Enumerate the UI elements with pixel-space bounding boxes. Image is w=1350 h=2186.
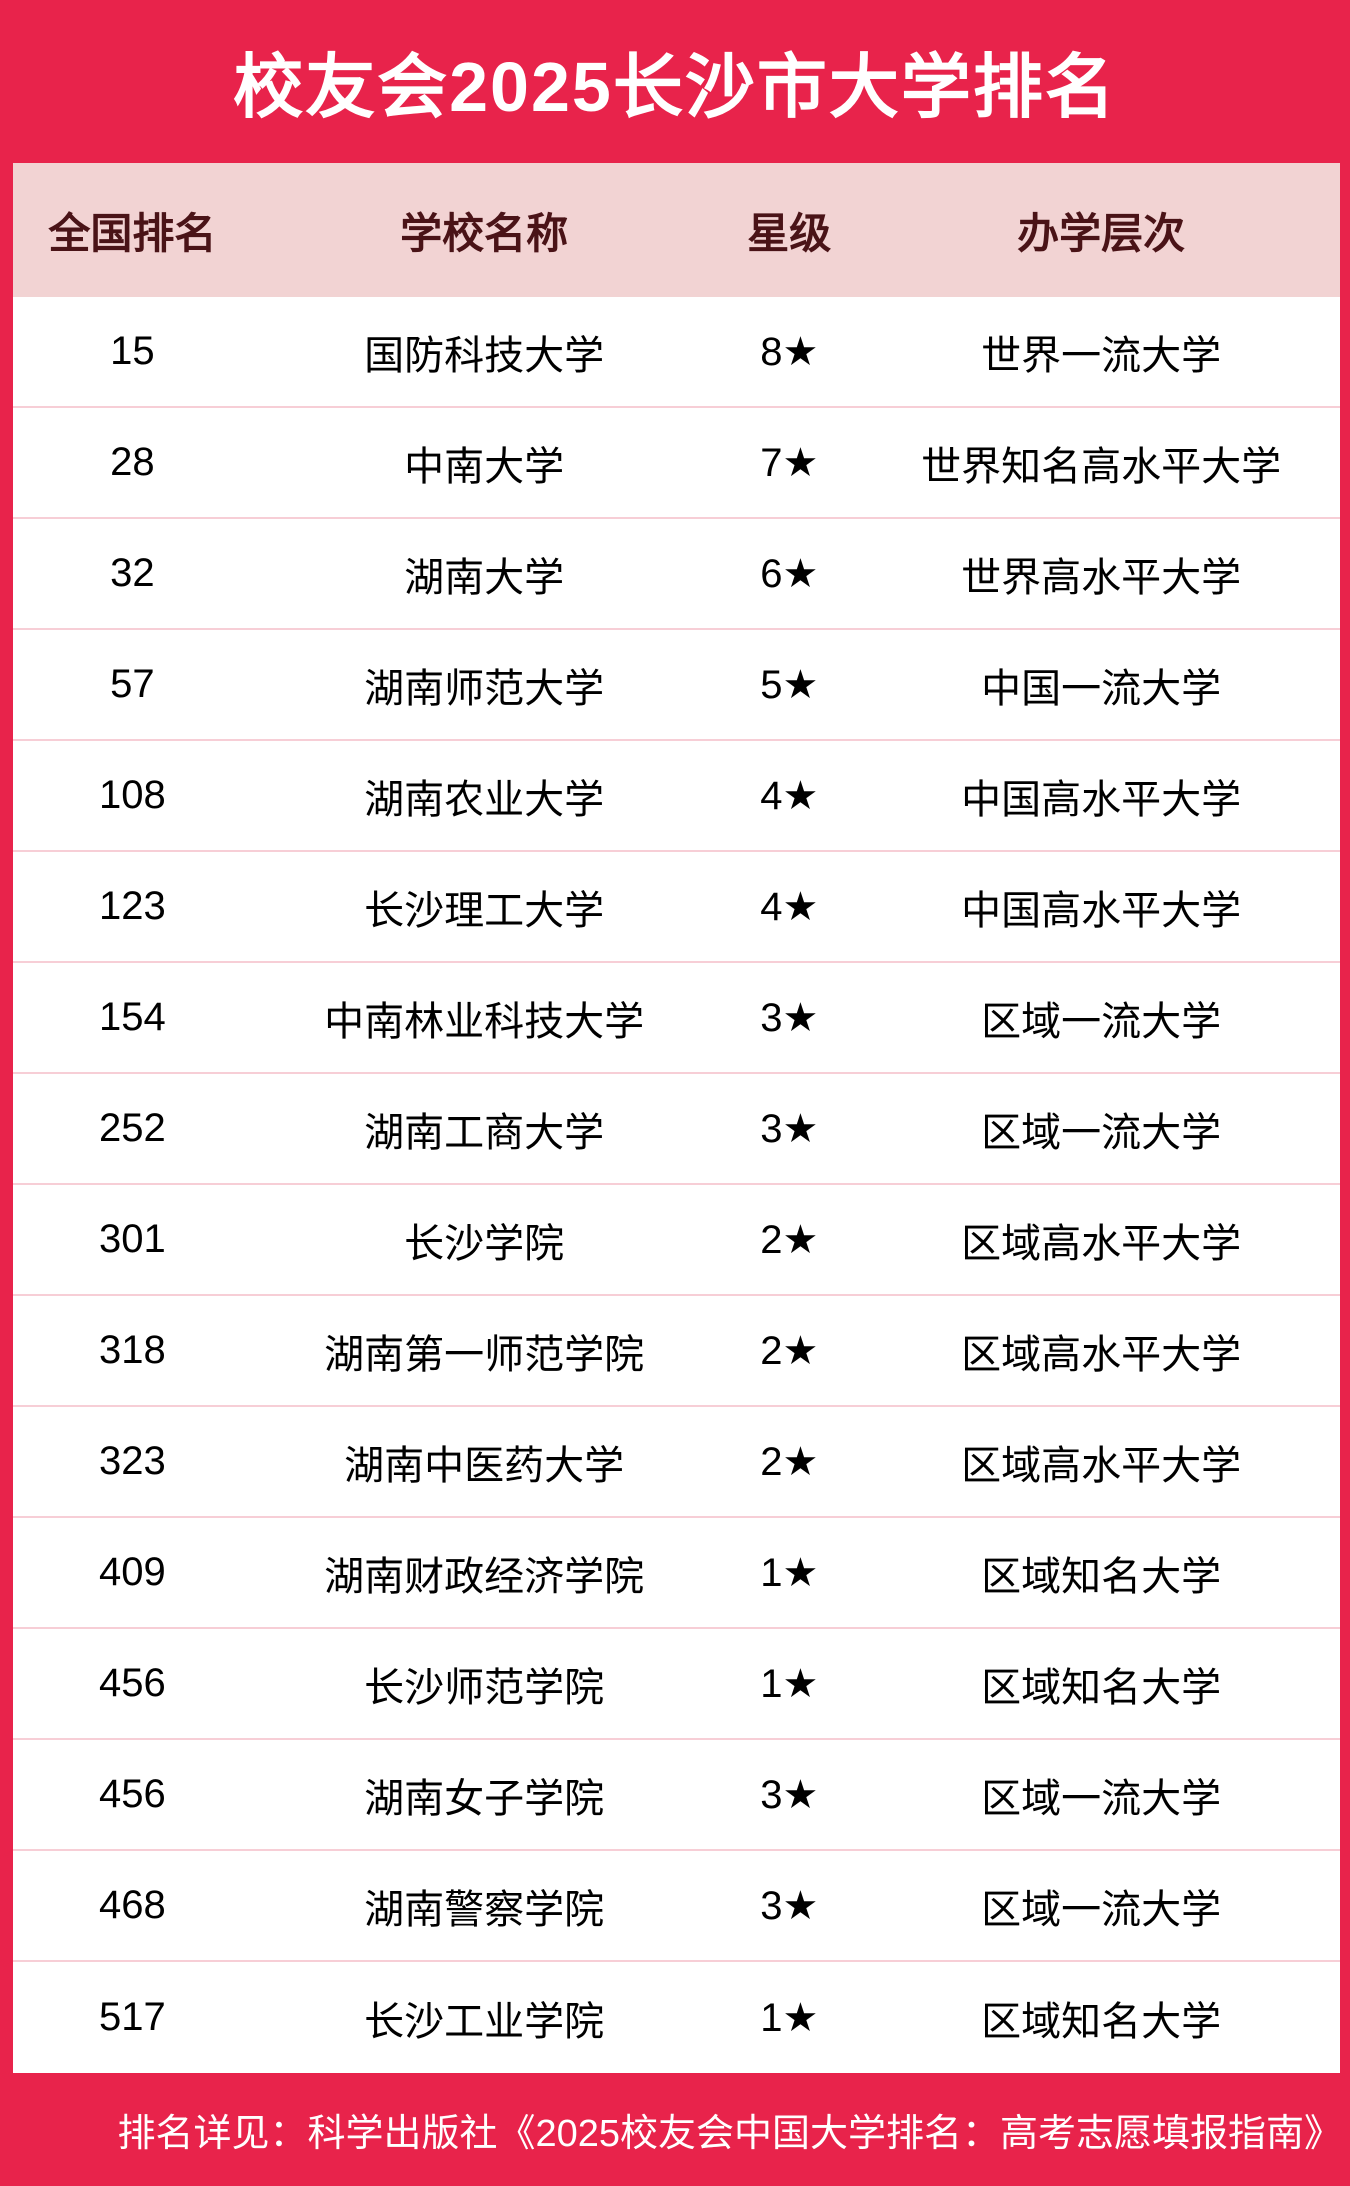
cell-national-rank: 409 [99,1550,166,1594]
cell-star-level: 2★ [760,1439,819,1484]
cell-star-level: 2★ [760,1328,819,1373]
cell-star-level: 1★ [760,1550,819,1595]
title-band: 校友会2025长沙市大学排名 [0,0,1350,163]
cell-school-name: 湖南第一师范学院 [324,1332,645,1377]
cell-star-level: 1★ [760,1661,819,1706]
cell-school-name: 湖南师范大学 [364,666,605,711]
cell-national-rank: 15 [110,329,155,373]
cell-national-rank: 57 [110,662,155,706]
cell-star-level: 6★ [760,551,819,596]
cell-tier: 区域一流大学 [981,999,1222,1044]
cell-national-rank: 468 [99,1883,166,1927]
cell-star-level: 8★ [760,329,819,374]
cell-school-name: 湖南中医药大学 [344,1443,625,1488]
cell-tier: 世界知名高水平大学 [921,444,1282,489]
column-header-tier: 办学层次 [1017,209,1186,257]
cell-star-level: 1★ [760,1995,819,2040]
column-header-star-level: 星级 [747,209,832,257]
table-row: 123 长沙理工大学 4★ 中国高水平大学 [13,852,1340,963]
cell-national-rank: 252 [99,1106,166,1150]
cell-school-name: 湖南女子学院 [364,1776,605,1821]
cell-star-level: 2★ [760,1217,819,1262]
cell-star-level: 4★ [760,884,819,929]
cell-school-name: 国防科技大学 [364,333,605,378]
cell-school-name: 湖南警察学院 [364,1887,605,1932]
cell-national-rank: 32 [110,551,155,595]
cell-tier: 区域高水平大学 [961,1332,1242,1377]
cell-national-rank: 456 [99,1772,166,1816]
cell-tier: 区域知名大学 [981,1999,1222,2044]
cell-tier: 区域知名大学 [981,1665,1222,1710]
table-row: 32 湖南大学 6★ 世界高水平大学 [13,519,1340,630]
cell-national-rank: 123 [99,884,166,928]
cell-tier: 中国高水平大学 [961,777,1242,822]
footer-note: 排名详见：科学出版社《2025校友会中国大学排名：高考志愿填报指南》 [117,2113,1342,2155]
table-row: 468 湖南警察学院 3★ 区域一流大学 [13,1851,1340,1962]
cell-tier: 世界一流大学 [981,333,1222,378]
cell-star-level: 4★ [760,773,819,818]
cell-national-rank: 28 [110,440,155,484]
cell-school-name: 长沙理工大学 [364,888,605,933]
cell-tier: 区域一流大学 [981,1887,1222,1932]
footer-band: 排名详见：科学出版社《2025校友会中国大学排名：高考志愿填报指南》 [0,2073,1350,2186]
cell-national-rank: 108 [99,773,166,817]
cell-star-level: 3★ [760,1106,819,1151]
cell-school-name: 湖南财政经济学院 [324,1554,645,1599]
cell-school-name: 中南大学 [404,444,565,489]
cell-school-name: 湖南工商大学 [364,1110,605,1155]
table-row: 57 湖南师范大学 5★ 中国一流大学 [13,630,1340,741]
table-row: 517 长沙工业学院 1★ 区域知名大学 [13,1962,1340,2073]
table-row: 15 国防科技大学 8★ 世界一流大学 [13,297,1340,408]
cell-star-level: 3★ [760,995,819,1040]
ranking-table: 全国排名 学校名称 星级 办学层次 15 国防科技大学 8★ 世界一流大学 28… [13,163,1340,2073]
cell-tier: 中国一流大学 [981,666,1222,711]
table-row: 28 中南大学 7★ 世界知名高水平大学 [13,408,1340,519]
cell-national-rank: 517 [99,1995,166,2039]
cell-star-level: 7★ [760,440,819,485]
table-row: 154 中南林业科技大学 3★ 区域一流大学 [13,963,1340,1074]
table-row: 323 湖南中医药大学 2★ 区域高水平大学 [13,1407,1340,1518]
cell-star-level: 3★ [760,1772,819,1817]
cell-national-rank: 154 [99,995,166,1039]
cell-school-name: 中南林业科技大学 [324,999,645,1044]
cell-tier: 区域高水平大学 [961,1221,1242,1266]
table-row: 318 湖南第一师范学院 2★ 区域高水平大学 [13,1296,1340,1407]
cell-school-name: 长沙工业学院 [364,1999,605,2044]
table-row: 456 长沙师范学院 1★ 区域知名大学 [13,1629,1340,1740]
table-row: 252 湖南工商大学 3★ 区域一流大学 [13,1074,1340,1185]
cell-national-rank: 456 [99,1661,166,1705]
cell-tier: 世界高水平大学 [961,555,1242,600]
cell-tier: 区域一流大学 [981,1110,1222,1155]
table-row: 301 长沙学院 2★ 区域高水平大学 [13,1185,1340,1296]
table-row: 108 湖南农业大学 4★ 中国高水平大学 [13,741,1340,852]
table-row: 456 湖南女子学院 3★ 区域一流大学 [13,1740,1340,1851]
cell-school-name: 长沙师范学院 [364,1665,605,1710]
cell-school-name: 湖南农业大学 [364,777,605,822]
cell-tier: 中国高水平大学 [961,888,1242,933]
cell-tier: 区域一流大学 [981,1776,1222,1821]
cell-tier: 区域高水平大学 [961,1443,1242,1488]
page-title: 校友会2025长沙市大学排名 [233,48,1117,126]
cell-school-name: 湖南大学 [404,555,565,600]
cell-tier: 区域知名大学 [981,1554,1222,1599]
table-body: 15 国防科技大学 8★ 世界一流大学 28 中南大学 7★ 世界知名高水平大学… [13,297,1340,2073]
column-header-school-name: 学校名称 [400,209,569,257]
cell-national-rank: 318 [99,1328,166,1372]
cell-national-rank: 323 [99,1439,166,1483]
cell-school-name: 长沙学院 [404,1221,565,1266]
table-row: 409 湖南财政经济学院 1★ 区域知名大学 [13,1518,1340,1629]
column-header-national-rank: 全国排名 [48,209,217,257]
cell-national-rank: 301 [99,1217,166,1261]
cell-star-level: 3★ [760,1883,819,1928]
table-header-row: 全国排名 学校名称 星级 办学层次 [13,163,1340,297]
cell-star-level: 5★ [760,662,819,707]
